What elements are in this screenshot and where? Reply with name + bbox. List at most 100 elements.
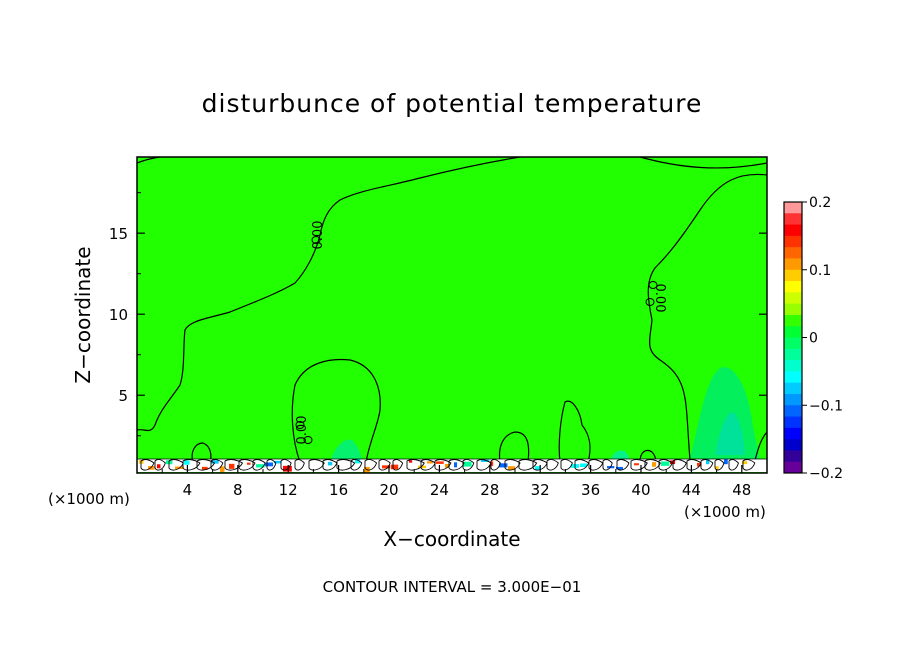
surface-blob [382,465,391,469]
surface-blob [157,464,161,469]
surface-contour [504,459,521,471]
x-tick-label: 4 [183,481,193,499]
contour-line [498,431,530,463]
surface-blob [652,462,657,467]
contour-loop [648,281,658,289]
surface-blob [724,459,728,465]
surface-blob [184,460,190,465]
surface-blob [616,466,623,470]
y-axis-label: Z−coordinate [71,246,95,383]
contour-label: 0.00 [295,416,310,445]
surface-blob [535,466,541,471]
x-tick-label: 12 [279,481,298,499]
surface-contour [266,459,277,471]
surface-contour [728,459,739,471]
surface-blob [697,462,702,467]
colorbar-swatch [784,461,802,474]
surface-contour [392,459,404,471]
surface-blob [436,461,444,464]
colorbar-swatch [784,202,802,214]
surface-contour [658,459,673,471]
colorbar-swatch [784,281,802,293]
contour-line [639,156,768,169]
surface-blob [715,466,719,470]
surface-blob [202,466,208,470]
contour-line [647,173,768,461]
surface-blob [256,464,265,468]
surface-blob [508,466,515,471]
plot-background [137,157,767,473]
cool-patch [715,412,745,455]
surface-contour [406,459,425,471]
surface-blob [481,459,490,462]
colorbar-tick-label: 0.1 [809,263,831,279]
cool-patch [330,439,362,462]
surface-blob [265,462,274,467]
surface-blob [742,461,748,465]
contour-line [136,156,521,432]
colorbar-swatch [784,439,802,451]
colorbar-swatch [784,405,802,418]
surface-contour [364,459,378,471]
surface-band [137,458,767,473]
surface-blob [634,463,639,466]
surface-contour [644,459,661,471]
plot-area: 0.00 0.00 0.00 [136,156,768,474]
surface-contour [280,459,292,471]
contour-loop [311,236,321,244]
colorbar-tick-label: −0.2 [809,466,843,482]
contour-line [558,400,591,463]
surface-blob [661,461,670,466]
surface-contour [630,459,648,471]
x-axis: 4 8 12 16 20 24 28 32 36 40 44 48 [161,465,751,499]
surface-contour [378,459,391,471]
contour-labels: 0.00 0.00 0.00 [295,221,667,445]
contour-lines [136,156,768,463]
colorbar-tick-label: 0 [809,331,818,347]
surface-contour [294,459,305,471]
surface-blob [211,460,219,464]
x-tick-label: 32 [531,481,550,499]
surface-contour [602,459,613,471]
colorbar-swatch [784,213,802,226]
surface-contour [616,459,630,471]
surface-blob [706,459,710,465]
colorbar-swatch [784,269,802,282]
surface-blob [274,460,282,464]
colorbar-swatch [784,348,802,361]
contour-loop [645,298,655,306]
colorbar-swatch [784,427,802,440]
contour-loop [295,421,305,429]
colorbar-swatch [784,326,802,338]
surface-blob [490,461,494,466]
colorbar-tick-label: 0.2 [809,195,831,211]
surface-contour [560,459,573,471]
colorbar-swatch [784,224,802,237]
colorbar-swatch [784,258,802,271]
contour-loop [303,436,313,444]
surface-contour [350,459,363,471]
colorbar-swatch [784,247,802,259]
y-tick-label: 10 [109,306,128,324]
plot-frame [136,156,768,474]
colorbar-swatch [784,292,802,305]
x-tick-label: 44 [682,481,701,499]
chart-title: disturbunce of potential temperature [202,89,703,118]
x-tick-label: 8 [233,481,243,499]
surface-contour [196,459,216,471]
surface-blob [229,463,235,469]
surface-contour [434,459,452,471]
colorbar: 0.2 0.1 0 −0.1 −0.2 [783,195,843,482]
surface-contour [448,459,465,471]
surface-blob [445,463,449,468]
x-tick-label: 28 [480,481,499,499]
contour-label: 0.00 [652,284,667,313]
surface-contour [154,459,166,471]
contour-interval-note: CONTOUR INTERVAL = 3.000E−01 [323,578,582,596]
x-unit-left: (×1000 m) [48,490,130,508]
surface-contour [252,459,266,471]
surface-contour [336,459,356,471]
surface-contour [672,459,687,471]
field-patches [330,367,760,462]
